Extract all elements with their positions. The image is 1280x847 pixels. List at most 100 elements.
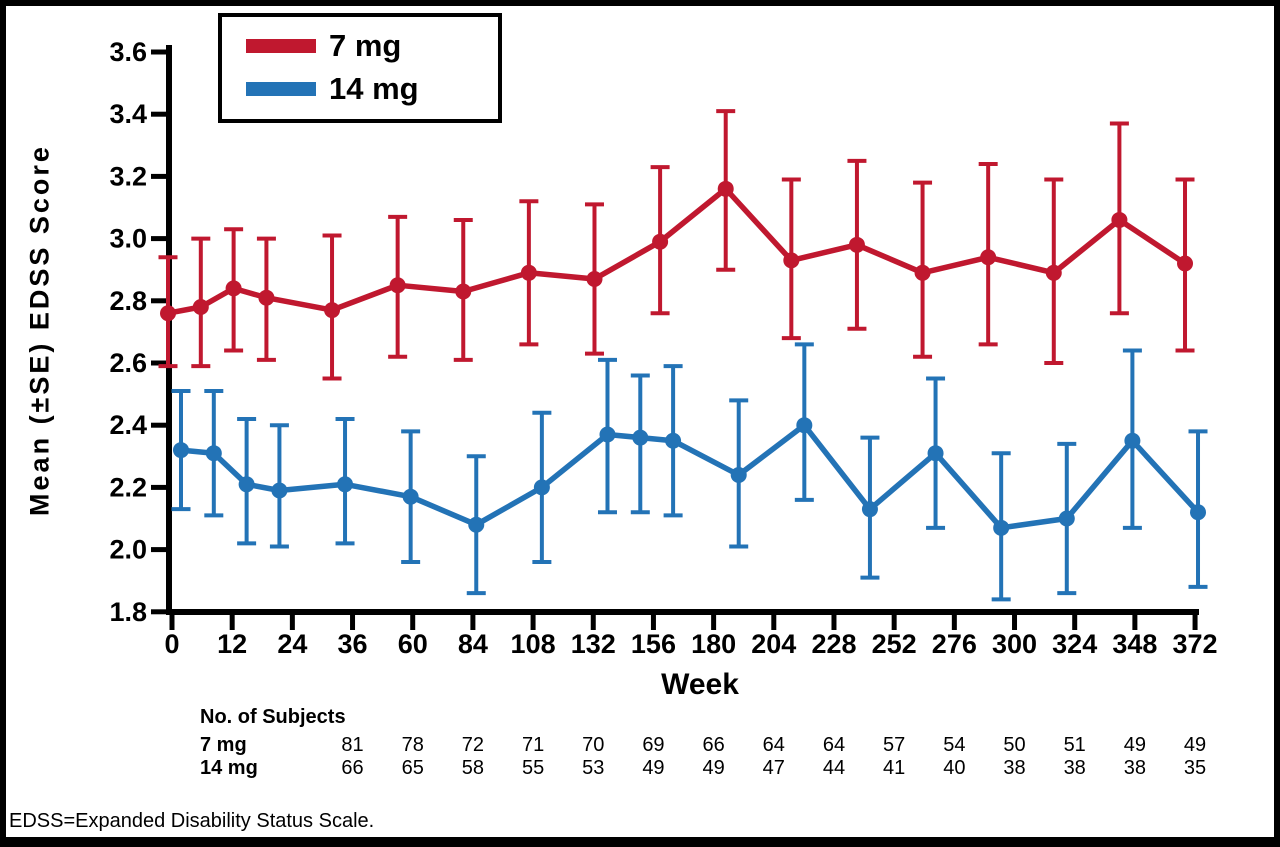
subjects-row-label-7mg: 7 mg — [200, 734, 247, 756]
legend-item-14mg: 14 mg — [246, 70, 498, 107]
data-point-7mg — [324, 302, 341, 319]
y-tick-label: 1.8 — [109, 597, 147, 627]
subjects-count-14mg-wk372: 35 — [1183, 757, 1207, 779]
series-line-7mg — [165, 186, 1188, 316]
subjects-count-7mg-wk348: 49 — [1123, 734, 1146, 756]
y-axis-title: Mean (±SE) EDSS Score — [24, 144, 55, 516]
data-point-14mg — [173, 442, 189, 459]
legend-label-7mg: 7 mg — [329, 28, 402, 63]
data-point-14mg — [1058, 510, 1075, 527]
data-point-7mg — [717, 180, 734, 197]
x-axis-title: Week — [661, 668, 739, 701]
subjects-count-14mg-wk228: 44 — [822, 757, 846, 779]
subjects-count-14mg-wk156: 49 — [642, 757, 665, 779]
subjects-count-14mg-wk180: 49 — [702, 757, 725, 779]
x-tick-label: 12 — [217, 629, 247, 659]
subjects-table-title: No. of Subjects — [200, 706, 346, 728]
subjects-count-7mg-wk372: 49 — [1183, 734, 1207, 756]
data-point-7mg — [848, 236, 865, 253]
subjects-count-14mg-wk348: 38 — [1123, 757, 1146, 779]
data-point-7mg — [520, 264, 537, 281]
subjects-count-7mg-wk204: 64 — [762, 734, 785, 756]
subjects-count-7mg-wk132: 70 — [582, 734, 605, 756]
subjects-count-7mg-wk84: 72 — [461, 734, 485, 756]
data-point-7mg — [225, 280, 242, 297]
data-point-14mg — [927, 445, 944, 462]
footnote: EDSS=Expanded Disability Status Scale. — [9, 810, 375, 832]
data-point-14mg — [271, 482, 288, 499]
subjects-count-7mg-wk276: 54 — [943, 734, 966, 756]
data-point-14mg — [796, 417, 813, 434]
subjects-row-label-14mg: 14 mg — [200, 757, 258, 779]
x-tick-label: 348 — [1112, 629, 1157, 659]
data-point-14mg — [337, 476, 354, 493]
subjects-count-14mg-wk276: 40 — [943, 757, 966, 779]
x-tick-label: 0 — [164, 629, 179, 659]
data-point-14mg — [993, 519, 1010, 536]
legend-swatch-7mg-icon — [246, 38, 316, 53]
y-tick-label: 2.4 — [109, 410, 147, 440]
x-tick-label: 108 — [511, 629, 556, 659]
subjects-count-7mg-wk36: 81 — [341, 734, 364, 756]
data-point-7mg — [1111, 211, 1128, 228]
y-tick-label: 3.4 — [109, 99, 147, 129]
y-tick-label: 2.0 — [109, 535, 147, 565]
subjects-count-7mg-wk108: 71 — [521, 734, 545, 756]
data-point-14mg — [402, 488, 419, 505]
y-tick-label: 3.2 — [109, 161, 147, 191]
data-point-7mg — [258, 289, 275, 306]
data-point-14mg — [730, 466, 747, 483]
series-line-14mg — [178, 422, 1201, 531]
y-tick-label: 3.0 — [109, 224, 147, 254]
y-tick-label: 2.2 — [109, 472, 147, 502]
x-tick-label: 276 — [932, 629, 977, 659]
x-tick-label: 204 — [751, 629, 796, 659]
x-tick-label: 180 — [691, 629, 736, 659]
subjects-count-7mg-wk252: 57 — [883, 734, 906, 756]
x-tick-label: 84 — [458, 629, 488, 659]
data-point-7mg — [160, 305, 176, 322]
data-point-7mg — [389, 277, 406, 294]
subjects-count-14mg-wk84: 58 — [461, 757, 485, 779]
data-point-14mg — [861, 501, 878, 518]
x-tick-label: 60 — [398, 629, 428, 659]
subjects-count-14mg-wk324: 38 — [1063, 757, 1086, 779]
data-point-7mg — [783, 252, 800, 269]
x-tick-label: 372 — [1173, 629, 1218, 659]
subjects-count-14mg-wk132: 53 — [582, 757, 605, 779]
y-tick-label: 2.6 — [109, 348, 147, 378]
x-tick-label: 228 — [811, 629, 856, 659]
data-point-7mg — [192, 299, 209, 316]
x-tick-label: 300 — [992, 629, 1037, 659]
x-tick-label: 324 — [1052, 629, 1097, 659]
x-tick-label: 252 — [872, 629, 917, 659]
subjects-count-14mg-wk36: 66 — [341, 757, 364, 779]
y-tick-label: 3.6 — [109, 37, 147, 67]
data-point-7mg — [455, 283, 472, 300]
data-point-7mg — [1177, 255, 1194, 272]
data-point-14mg — [468, 516, 485, 533]
legend-item-7mg: 7 mg — [246, 27, 498, 64]
data-point-14mg — [1190, 504, 1207, 521]
data-point-7mg — [586, 271, 603, 288]
data-point-14mg — [599, 426, 616, 443]
subjects-count-7mg-wk228: 64 — [822, 734, 846, 756]
data-point-7mg — [1045, 264, 1062, 281]
data-point-7mg — [652, 233, 669, 250]
x-tick-label: 132 — [571, 629, 616, 659]
data-point-14mg — [1124, 432, 1141, 449]
subjects-count-7mg-wk60: 78 — [401, 734, 424, 756]
legend-label-14mg: 14 mg — [329, 71, 419, 106]
subjects-count-7mg-wk300: 50 — [1003, 734, 1026, 756]
data-point-7mg — [980, 249, 997, 266]
data-point-14mg — [665, 432, 682, 449]
subjects-count-7mg-wk180: 66 — [702, 734, 725, 756]
subjects-count-7mg-wk324: 51 — [1063, 734, 1086, 756]
subjects-count-14mg-wk252: 41 — [883, 757, 906, 779]
subjects-count-14mg-wk60: 65 — [401, 757, 424, 779]
subjects-count-7mg-wk156: 69 — [642, 734, 665, 756]
y-tick-label: 2.8 — [109, 286, 147, 316]
legend-swatch-14mg-icon — [246, 81, 316, 96]
x-tick-label: 24 — [277, 629, 307, 659]
